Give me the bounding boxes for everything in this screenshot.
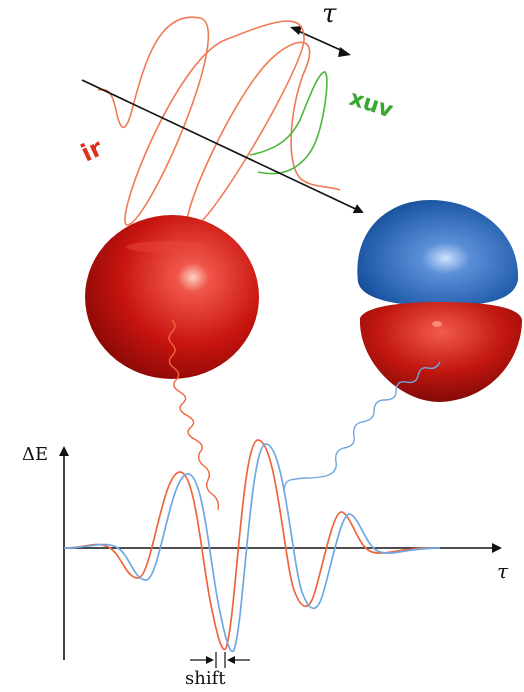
tau-axis-label: τ: [497, 559, 509, 583]
xuv-label: xuv: [346, 86, 396, 124]
delay-arrow: [290, 26, 351, 57]
p-orbital-lower-lobe: [359, 302, 522, 402]
s-orbital-sphere: [85, 215, 259, 379]
blue-electron-trace: [283, 361, 441, 493]
blue-signal-curve: [63, 443, 441, 653]
shift-indicator: [190, 652, 250, 668]
tau-top-label: τ: [322, 0, 337, 29]
propagation-arrow: [81, 79, 364, 214]
ir-pulse-wave: [97, 16, 341, 231]
ir-label: ir: [77, 134, 107, 168]
shift-label: shift: [185, 668, 226, 689]
red-signal-curve: [63, 439, 431, 651]
xuv-pulse-wave: [249, 71, 328, 175]
p-orbital-upper-lobe: [357, 200, 519, 306]
energy-shift-plot: ΔE τ shift: [22, 439, 509, 689]
red-electron-trace: [168, 319, 220, 511]
p-orbital: [357, 200, 522, 402]
delta-e-label: ΔE: [22, 444, 48, 465]
